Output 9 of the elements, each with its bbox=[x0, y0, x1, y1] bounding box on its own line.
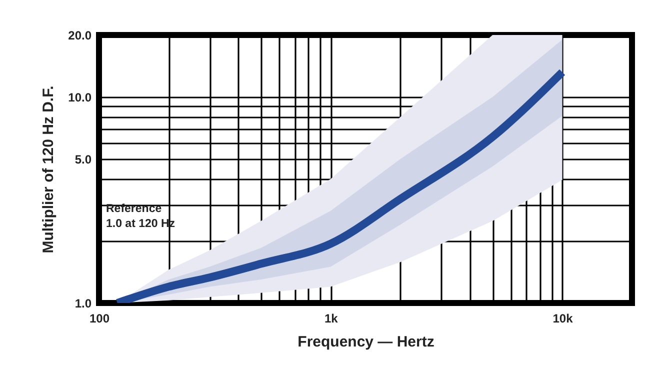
x-axis-title: Frequency — Hertz bbox=[298, 334, 434, 350]
x-tick-label: 10k bbox=[552, 312, 574, 326]
x-tick-label: 100 bbox=[89, 312, 110, 326]
y-tick-label: 20.0 bbox=[68, 28, 92, 42]
y-tick-label: 10.0 bbox=[68, 90, 92, 105]
y-tick-label: 1.0 bbox=[74, 296, 92, 310]
x-tick-label: 1k bbox=[324, 312, 338, 326]
y-axis-title: Multiplier of 120 Hz D.F. bbox=[40, 86, 58, 254]
y-tick-label: 5.0 bbox=[74, 152, 92, 167]
